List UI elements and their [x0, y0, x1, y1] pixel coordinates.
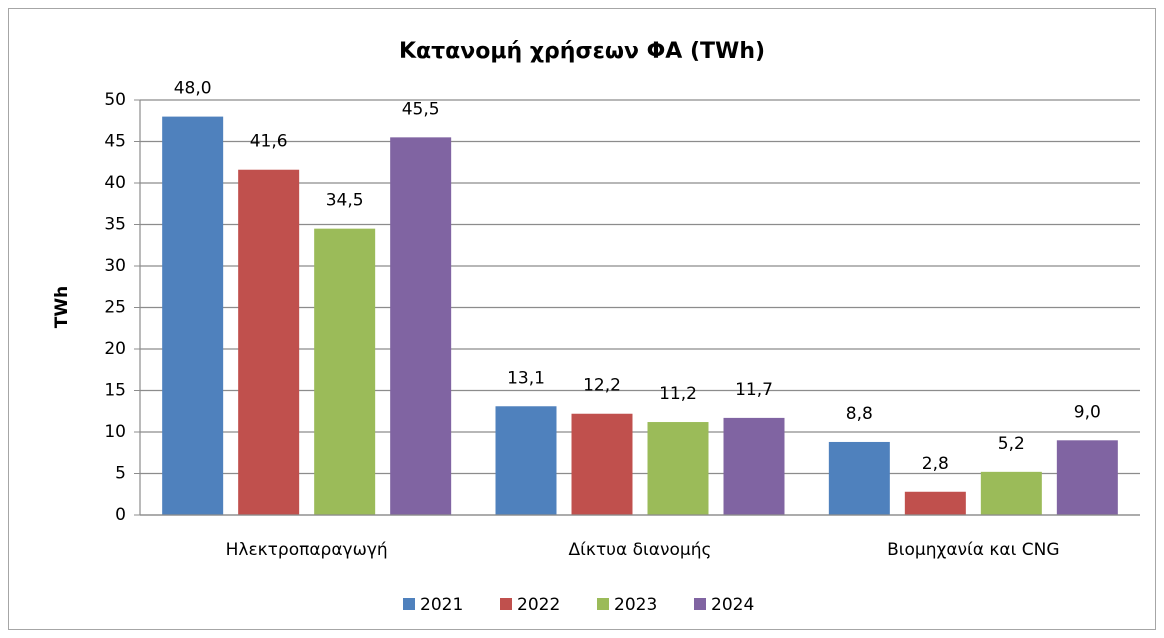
y-tick-label: 10 [104, 422, 126, 442]
value-label: 48,0 [174, 79, 212, 99]
value-label: 2,8 [922, 454, 949, 474]
value-label: 11,7 [735, 380, 773, 400]
bar [162, 116, 224, 515]
x-tick-label: Βιομηχανία και CNG [887, 540, 1059, 560]
y-tick-label: 5 [115, 464, 126, 484]
bar [390, 137, 452, 515]
x-tick-label: Δίκτυα διανομής [569, 540, 712, 560]
bar [238, 169, 300, 515]
value-label: 5,2 [998, 434, 1025, 454]
bar [723, 417, 785, 515]
value-label: 12,2 [583, 376, 621, 396]
bar [571, 413, 633, 515]
legend-label: 2024 [711, 595, 754, 615]
chart-title: Κατανομή χρήσεων ΦΑ (TWh) [399, 39, 765, 64]
y-tick-label: 20 [104, 339, 126, 359]
x-tick-label: Ηλεκτροπαραγωγή [226, 540, 388, 560]
legend-swatch [597, 598, 609, 610]
y-tick-label: 30 [104, 256, 126, 276]
value-label: 41,6 [250, 132, 288, 152]
bar [1056, 440, 1118, 515]
y-tick-label: 25 [104, 298, 126, 318]
legend-label: 2023 [614, 595, 657, 615]
legend-swatch [403, 598, 415, 610]
bar [980, 471, 1042, 515]
bar [904, 491, 966, 515]
value-label: 34,5 [326, 191, 364, 211]
legend-label: 2022 [517, 595, 560, 615]
y-tick-label: 45 [104, 132, 126, 152]
value-label: 11,2 [659, 384, 697, 404]
y-tick-label: 40 [104, 173, 126, 193]
legend-label: 2021 [420, 595, 463, 615]
y-tick-label: 35 [104, 215, 126, 235]
legend-swatch [500, 598, 512, 610]
bar [495, 406, 557, 515]
value-label: 13,1 [507, 368, 545, 388]
bar [314, 228, 376, 515]
bar [828, 441, 890, 515]
legend-swatch [694, 598, 706, 610]
bar [647, 422, 709, 515]
y-tick-label: 15 [104, 381, 126, 401]
value-label: 45,5 [402, 99, 440, 119]
y-tick-label: 50 [104, 90, 126, 110]
y-axis-title: TWh [52, 286, 72, 328]
value-label: 9,0 [1074, 402, 1101, 422]
value-label: 8,8 [846, 404, 873, 424]
y-tick-label: 0 [115, 505, 126, 525]
